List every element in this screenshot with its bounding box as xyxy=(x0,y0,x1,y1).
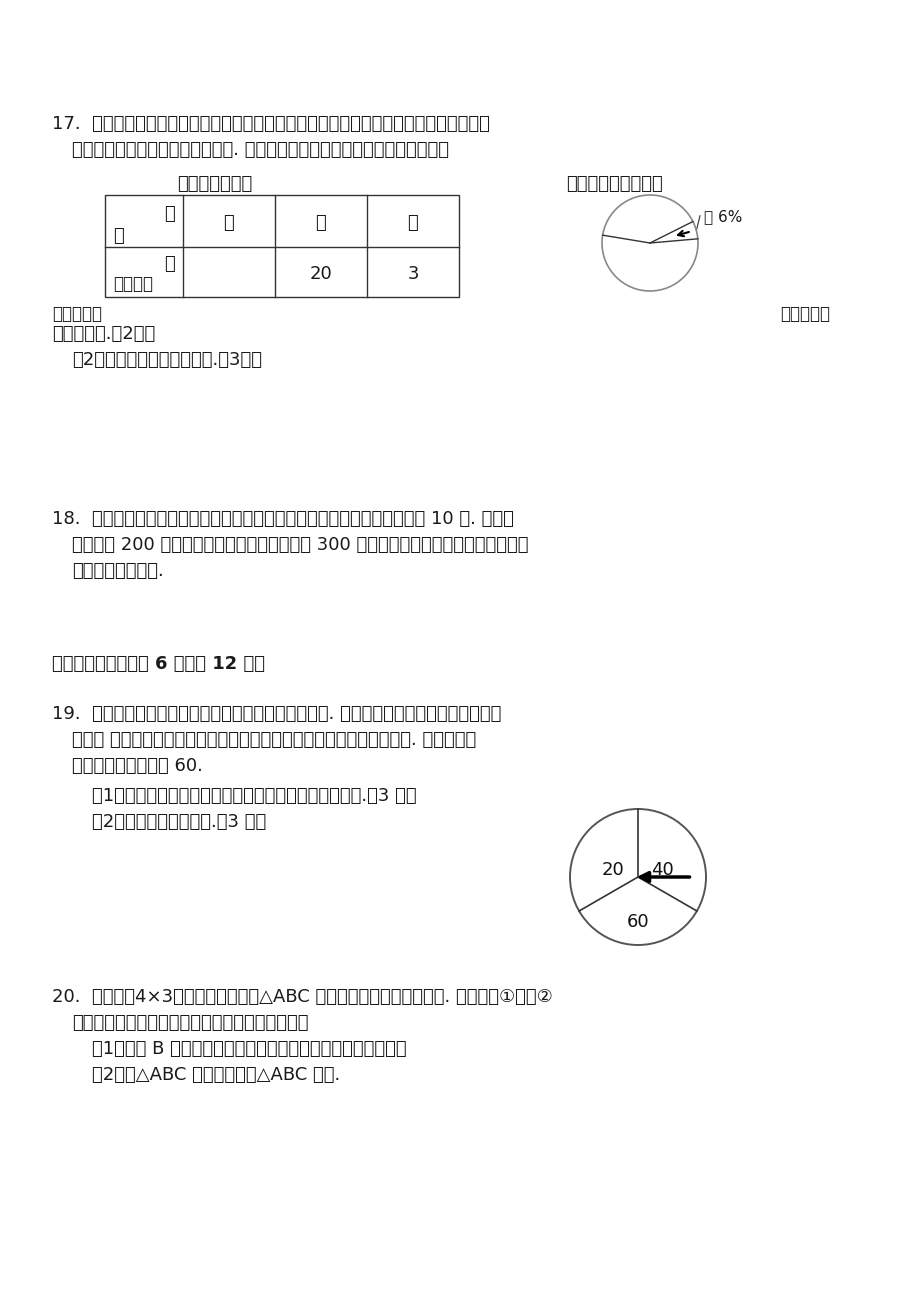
Text: 目: 目 xyxy=(113,227,124,245)
Text: 四、解答题（每小题 6 分，共 12 分）: 四、解答题（每小题 6 分，共 12 分） xyxy=(52,655,265,673)
Bar xyxy=(105,195,459,297)
Text: 班的总人数.（2分）: 班的总人数.（2分） xyxy=(52,326,155,342)
Text: 中分别画出一个三角形，同时满足以下两个条件：: 中分别画出一个三角形，同时满足以下两个条件： xyxy=(72,1014,308,1032)
Text: 他为无效票，得票超过半数者当选. 全班同学参加了投票，得票情况统计如下：: 他为无效票，得票超过半数者当选. 全班同学参加了投票，得票情况统计如下： xyxy=(72,141,448,159)
Text: 乙: 乙 xyxy=(315,214,326,232)
Text: 19.  如图，转盘被分成三等份，每份上标有不同的数字. 明明和亮亮用这个转盘做游戏，游: 19. 如图，转盘被分成三等份，每份上标有不同的数字. 明明和亮亮用这个转盘做游… xyxy=(52,704,501,723)
Text: 明清点完 200 本图书所用的时间与李丽清点完 300 本所用的时间相同，求孙明平均每分: 明清点完 200 本图书所用的时间与李丽清点完 300 本所用的时间相同，求孙明… xyxy=(72,536,528,553)
Text: 戏规定 每人转动转盘两次，将两次指针所指的数字相加，和较大者获胜. 已知明明两: 戏规定 每人转动转盘两次，将两次指针所指的数字相加，和较大者获胜. 已知明明两 xyxy=(72,730,476,749)
Text: （1）以点 B 为一个顶点，另外两个顶点也在小正方形顶点上；: （1）以点 B 为一个顶点，另外两个顶点也在小正方形顶点上； xyxy=(92,1040,406,1059)
Text: 40: 40 xyxy=(650,861,673,879)
Text: 数（票）: 数（票） xyxy=(113,275,153,293)
Text: 20.  如图，在4×3的正方形网格中，△ABC 的顶点都在小正方形顶点上. 请你在图①和图②: 20. 如图，在4×3的正方形网格中，△ABC 的顶点都在小正方形顶点上. 请你… xyxy=(52,988,552,1006)
Text: 20: 20 xyxy=(601,861,624,879)
Text: 项: 项 xyxy=(165,204,175,223)
Text: 钟清点图书多少本.: 钟清点图书多少本. xyxy=(72,562,164,579)
Text: 、、、求该: 、、、求该 xyxy=(52,305,102,323)
Text: 60: 60 xyxy=(626,913,649,931)
Text: 、、、求该: 、、、求该 xyxy=(779,305,829,323)
Text: 17.  某班从甲、乙、丙三名候选人中选举一名学生代表，只选其中一人的票为有效票，其: 17. 某班从甲、乙、丙三名候选人中选举一名学生代表，只选其中一人的票为有效票，… xyxy=(52,115,489,133)
Text: 得票数量统计表: 得票数量统计表 xyxy=(177,174,253,193)
Text: 3: 3 xyxy=(407,266,418,283)
Text: 20: 20 xyxy=(310,266,332,283)
Text: （2）与△ABC 全等，且不与△ABC 重合.: （2）与△ABC 全等，且不与△ABC 重合. xyxy=(92,1066,340,1085)
Text: 18.  孙明与李丽共同帮助校图书馆清点图书，李丽平均每分钟比孙明多清点 10 本. 已知孙: 18. 孙明与李丽共同帮助校图书馆清点图书，李丽平均每分钟比孙明多清点 10 本… xyxy=(52,510,514,529)
Text: 丙: 丙 xyxy=(407,214,418,232)
Text: （1）列表（或画树状图）表示亮亮转出的所有可能结果.（3 分）: （1）列表（或画树状图）表示亮亮转出的所有可能结果.（3 分） xyxy=(92,786,416,805)
Text: 甲: 甲 xyxy=(223,214,234,232)
Text: （2）通过计算判断谁能当选.（3分）: （2）通过计算判断谁能当选.（3分） xyxy=(72,352,262,368)
Text: 丙 6%: 丙 6% xyxy=(703,210,742,224)
Text: 票: 票 xyxy=(165,255,175,273)
Text: （2）求亮亮获胜的概率.（3 分）: （2）求亮亮获胜的概率.（3 分） xyxy=(92,812,266,831)
Text: 得票数量扇形统计图: 得票数量扇形统计图 xyxy=(566,174,663,193)
Text: 次转出的数字之和为 60.: 次转出的数字之和为 60. xyxy=(72,756,203,775)
